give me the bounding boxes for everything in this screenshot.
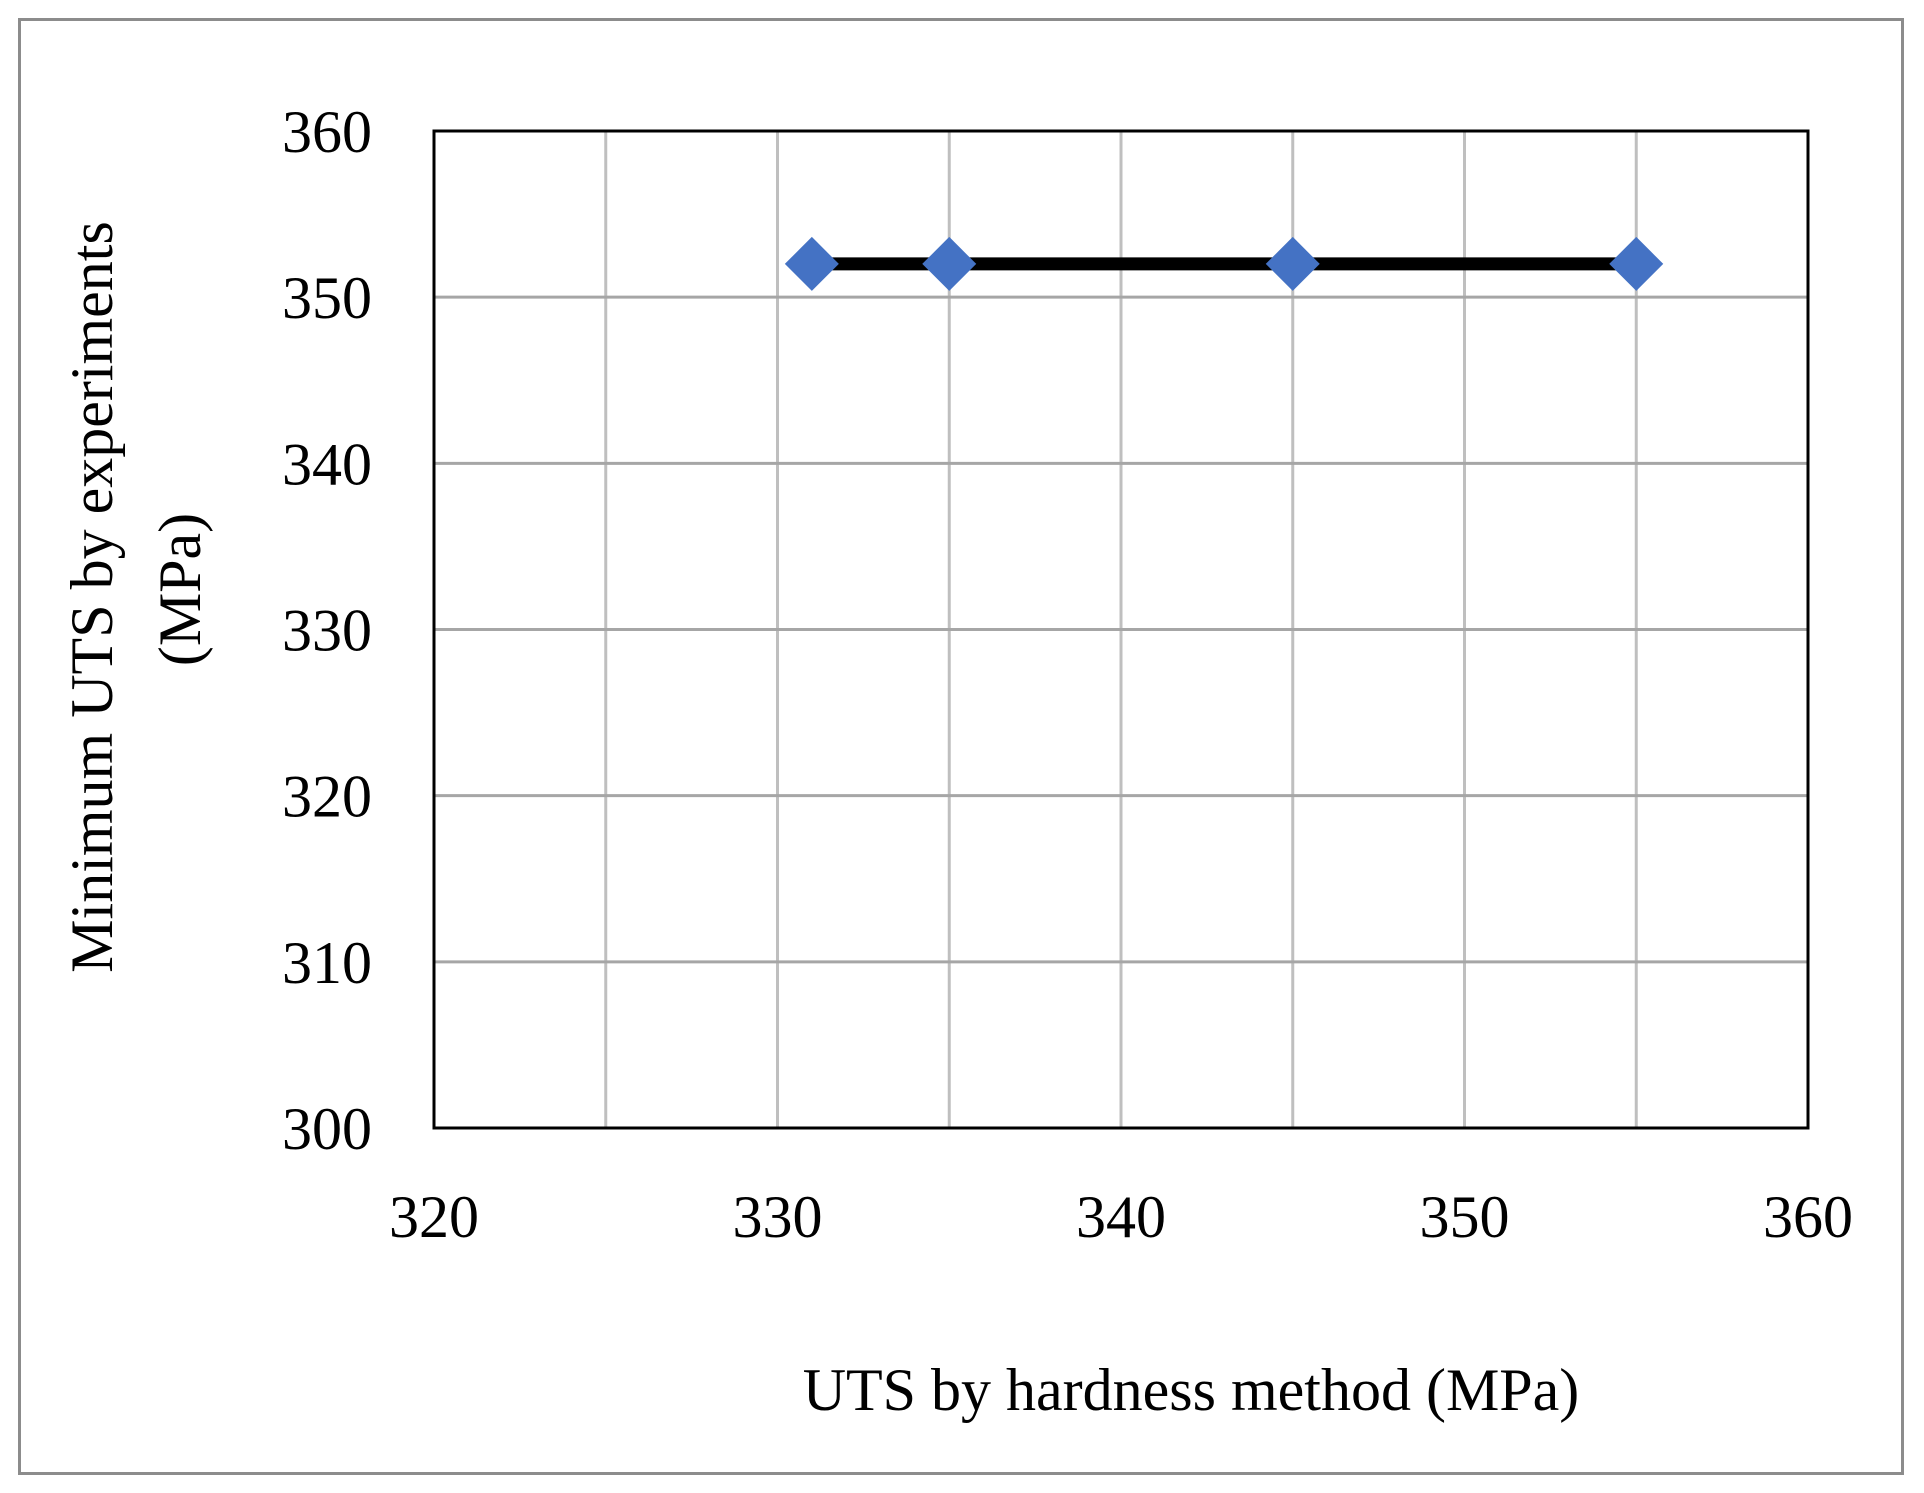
y-tick-label-360: 360 xyxy=(282,99,372,165)
x-tick-label-350: 350 xyxy=(1420,1184,1510,1250)
data-point-355 xyxy=(1609,236,1664,291)
x-tick-label-340: 340 xyxy=(1076,1184,1166,1250)
plot-area-border xyxy=(432,129,1810,1130)
x-axis-title: UTS by hardness method (MPa) xyxy=(803,1357,1580,1423)
y-tick-label-330: 330 xyxy=(282,598,372,664)
tick-labels: 320 330 340 350 360 300 310 320 330 340 350 360 xyxy=(282,99,1853,1250)
data-point-345 xyxy=(1265,236,1320,291)
x-tick-label-320: 320 xyxy=(389,1184,479,1250)
y-axis-title: Minimum UTS by experiments (MPa) xyxy=(59,206,213,973)
grid-layer xyxy=(434,131,1808,1128)
series-layer xyxy=(784,236,1664,291)
y-tick-label-310: 310 xyxy=(282,930,372,996)
y-axis-title-line-1: Minimum UTS by experiments xyxy=(59,221,125,973)
x-tick-label-330: 330 xyxy=(733,1184,823,1250)
y-tick-label-320: 320 xyxy=(282,764,372,830)
data-point-331 xyxy=(784,236,839,291)
y-tick-label-340: 340 xyxy=(282,431,372,497)
x-tick-label-360: 360 xyxy=(1763,1184,1853,1250)
y-tick-label-350: 350 xyxy=(282,265,372,331)
data-point-335 xyxy=(922,236,977,291)
y-axis-title-line-2: (MPa) xyxy=(147,513,213,666)
y-tick-label-300: 300 xyxy=(282,1096,372,1162)
